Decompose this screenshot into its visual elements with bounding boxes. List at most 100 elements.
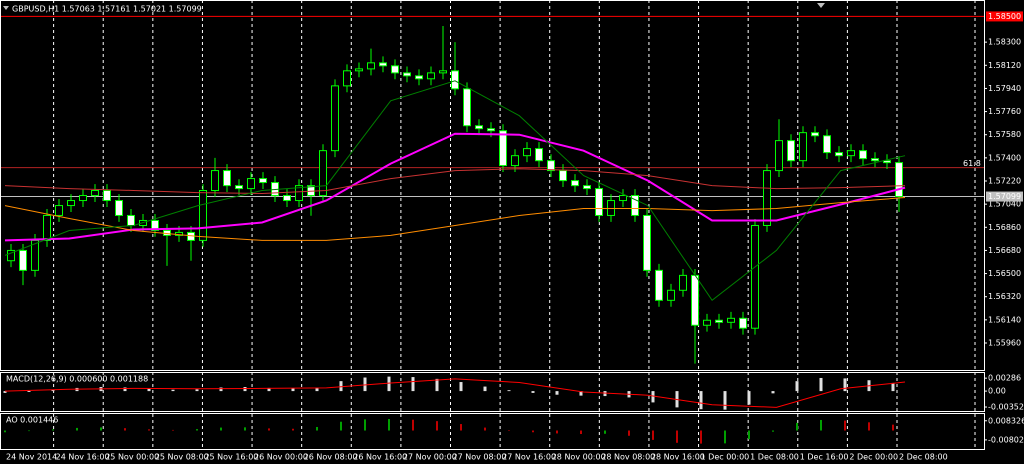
ao-bar (844, 420, 846, 431)
ao-bar (892, 424, 894, 431)
macd-bar (579, 391, 583, 396)
ao-bar (364, 419, 366, 431)
x-tick-label: 25 Nov 00:00 (105, 453, 159, 462)
candle-body (379, 62, 387, 67)
ao-bar (76, 427, 78, 431)
x-tick-label: 24 Nov 16:00 (56, 453, 110, 462)
macd-bar (435, 378, 439, 392)
y-tick-label: 0.00286 (988, 374, 1021, 383)
ao-bar (700, 430, 702, 444)
macd-bar (723, 391, 727, 410)
candle-body (127, 214, 135, 226)
ao-bar (628, 430, 630, 436)
candle-body (643, 214, 651, 271)
macd-bar (123, 387, 127, 392)
candle-body (91, 190, 99, 197)
candle-body (787, 140, 795, 162)
x-tick-label: 25 Nov 08:00 (155, 453, 209, 462)
candle-body (211, 170, 219, 192)
macd-bar (459, 382, 463, 392)
y-tick-label: 1.57940 (988, 84, 1021, 93)
y-tick-label: 1.57040 (988, 200, 1021, 209)
ao-bar (772, 430, 774, 432)
macd-bar (603, 391, 607, 397)
level-label: 61.8 (963, 159, 981, 168)
candle-body (487, 128, 495, 132)
macd-bar (51, 389, 55, 392)
candle-body (655, 269, 663, 301)
moving-average (4, 132, 906, 242)
header-icon (3, 6, 9, 10)
macd-bar (891, 382, 895, 392)
candle-body (451, 70, 459, 90)
x-tick-label: 24 Nov 2014 (6, 453, 57, 462)
candle-body (319, 150, 327, 197)
candle-body (403, 72, 411, 77)
ao-bar (748, 430, 750, 440)
ao-bar (148, 429, 150, 431)
y-tick-label: 1.57580 (988, 130, 1021, 139)
ao-bar (436, 421, 438, 431)
ao-bar (268, 428, 270, 431)
candle-body (835, 152, 843, 157)
candle-body (739, 317, 747, 329)
chart-title: GBPUSD,H1 1.57063 1.57161 1.57021 1.5709… (12, 5, 202, 14)
y-tick-label: 1.57400 (988, 153, 1021, 162)
ao-bar (484, 427, 486, 431)
candle-body (583, 185, 591, 190)
ao-bar (796, 422, 798, 431)
macd-bar (363, 377, 367, 392)
macd-bar (147, 388, 151, 392)
ao-bar (412, 419, 414, 431)
macd-bar (267, 387, 271, 392)
x-tick-label: 26 Nov 00:00 (254, 453, 308, 462)
moving-average (4, 80, 906, 302)
candle-body (331, 85, 339, 152)
macd-bar (243, 387, 247, 392)
ao-bar (100, 427, 102, 431)
ao-panel (0, 413, 985, 450)
macd-bar (315, 387, 319, 392)
y-tick-label: -0.00352 (988, 403, 1024, 412)
candle-body (763, 170, 771, 226)
y-tick-label: 1.56860 (988, 223, 1021, 232)
ao-bar (580, 430, 582, 435)
macd-bar (795, 381, 799, 392)
y-tick-label: 1.57760 (988, 107, 1021, 116)
candle-body (115, 200, 123, 216)
macd-bar (819, 377, 823, 392)
candle-body (535, 148, 543, 162)
macd-bar (171, 389, 175, 392)
y-tick-label: -0.008025 (988, 435, 1024, 444)
candle-body (19, 249, 27, 271)
ao-bar (52, 429, 54, 431)
candle-body (259, 178, 267, 184)
ao-bar (4, 430, 6, 433)
ao-bar (196, 429, 198, 431)
ao-bar (388, 419, 390, 431)
y-tick-label: 1.56320 (988, 292, 1021, 301)
candle-body (895, 162, 903, 198)
y-tick-label: 1.58300 (988, 38, 1021, 47)
candle-body (523, 148, 531, 157)
y-tick-label: 1.55960 (988, 339, 1021, 348)
ao-bar (172, 429, 174, 431)
macd-bar (507, 390, 511, 392)
candle-body (559, 170, 567, 182)
candle-body (547, 160, 555, 172)
macd-bar (3, 391, 7, 393)
bid-label-box (986, 191, 1023, 202)
x-tick-label: 25 Nov 16:00 (204, 453, 258, 462)
candle-body (199, 190, 207, 241)
candle-body (667, 289, 675, 301)
candle-body (703, 319, 711, 326)
candle-body (295, 185, 303, 202)
macd-bar (843, 378, 847, 392)
bid-label: 1.57099 (988, 192, 1021, 201)
x-tick-label: 27 Nov 08:00 (453, 453, 507, 462)
candle-body (283, 195, 291, 202)
x-tick-label: 1 Dec 00:00 (701, 453, 750, 462)
x-tick-label: 2 Dec 00:00 (849, 453, 898, 462)
ao-bar (604, 430, 606, 434)
